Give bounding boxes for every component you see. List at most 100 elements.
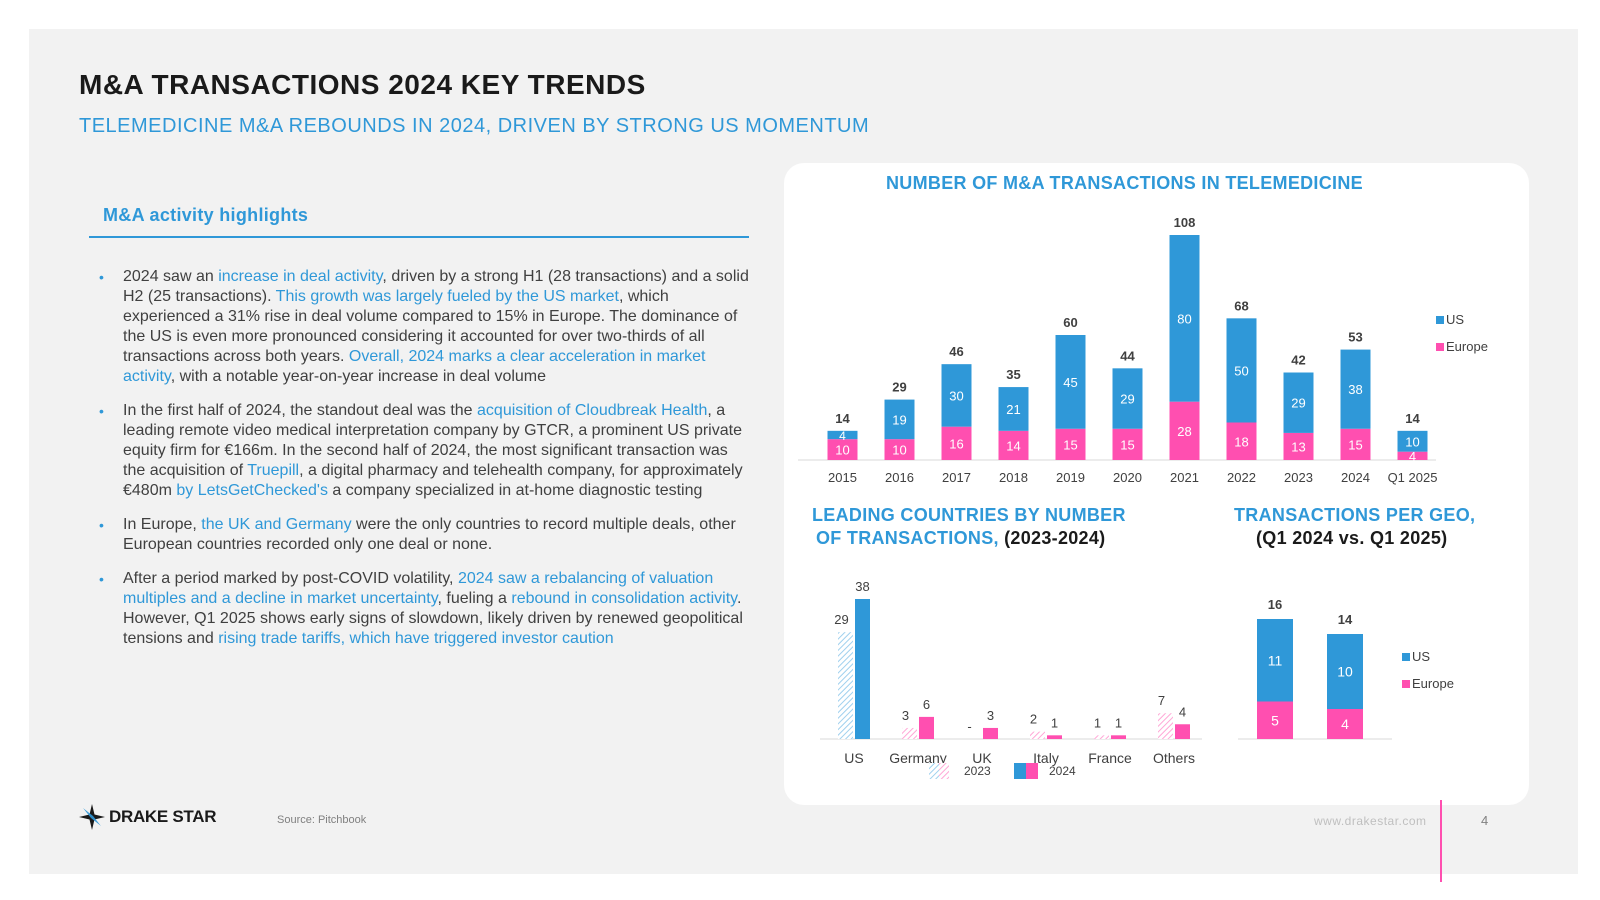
- data-label-2024: 1: [1051, 715, 1058, 730]
- bullet-text: , with a notable year-on-year increase i…: [170, 368, 547, 385]
- bar-europe: [1340, 428, 1371, 460]
- bar-us: [884, 399, 915, 440]
- data-label-europe: 14: [1006, 438, 1020, 453]
- x-tick-label: France: [1088, 750, 1132, 766]
- countries-chart-title-line2: OF TRANSACTIONS, (2023-2024): [816, 528, 1105, 549]
- bullet-text: After a period marked by post-COVID vola…: [123, 570, 458, 587]
- bullet-text: . However, Q1 2025 shows early signs of …: [123, 590, 743, 647]
- data-label-total: 53: [1348, 330, 1362, 345]
- bar-europe: [998, 430, 1029, 460]
- legend-label-europe: Europe: [1446, 339, 1488, 354]
- data-label-2024: 6: [923, 697, 930, 712]
- data-label-europe: 10: [892, 443, 906, 458]
- bar-2023: [1158, 713, 1173, 739]
- x-tick-label: 2022: [1227, 470, 1256, 485]
- legend-swatch-2024-b: [1026, 763, 1038, 779]
- geo-chart-title-line1: TRANSACTIONS PER GEO,: [1234, 505, 1476, 525]
- data-label-total: 46: [949, 344, 963, 359]
- x-tick-label: Q1 2025: [1388, 470, 1438, 485]
- data-label-europe: 15: [1348, 437, 1362, 452]
- x-tick-label: Q1 2024: [1250, 749, 1300, 751]
- bullet-text: In Europe,: [123, 516, 202, 533]
- data-label-us: 21: [1006, 402, 1020, 417]
- data-label-2023: 1: [1094, 715, 1101, 730]
- x-tick-label: 2024: [1341, 470, 1370, 485]
- x-tick-label: 2020: [1113, 470, 1142, 485]
- logo-text: DRAKE STAR: [109, 807, 217, 826]
- bar-us: [941, 364, 972, 427]
- bullet-highlight-text: increase in deal activity: [218, 268, 383, 285]
- countries-chart-title-main: OF TRANSACTIONS,: [816, 528, 999, 548]
- data-label-2023: 29: [834, 612, 848, 627]
- data-label-europe: 16: [949, 436, 963, 451]
- bar-europe: [1055, 428, 1086, 460]
- data-label-europe: 15: [1120, 437, 1134, 452]
- data-label-europe: 4: [1341, 716, 1349, 732]
- bullet-highlight-text: 2024 saw a rebalancing of valuation mult…: [123, 570, 714, 607]
- geo-chart-title-line2: (Q1 2024 vs. Q1 2025): [1256, 528, 1448, 548]
- data-label-us: 10: [1337, 664, 1353, 680]
- data-label-us: 50: [1234, 363, 1248, 378]
- data-label-2023: 2: [1030, 712, 1037, 727]
- data-label-us: 10: [1405, 434, 1419, 449]
- legend-swatch-2023-b: [939, 763, 949, 779]
- bar-2024: [919, 716, 934, 739]
- data-label-total: 68: [1234, 298, 1248, 313]
- page-number: 4: [1481, 813, 1489, 828]
- bar-us: [1226, 318, 1257, 423]
- data-label-europe: 28: [1177, 424, 1191, 439]
- data-label-total: 60: [1063, 315, 1077, 330]
- main-chart: 1041420151019292016163046201714213520181…: [798, 215, 1488, 485]
- data-label-europe: 15: [1063, 437, 1077, 452]
- x-tick-label: 2019: [1056, 470, 1085, 485]
- bullet-text: , which experienced a 31% rise in deal v…: [123, 288, 738, 365]
- data-label-total: 29: [892, 380, 906, 395]
- x-tick-label: US: [844, 750, 863, 766]
- legend-swatch-us: [1436, 316, 1444, 324]
- x-tick-label: Others: [1153, 750, 1195, 766]
- bar-us: [1055, 335, 1086, 429]
- highlight-bullet: • After a period marked by post-COVID vol…: [99, 569, 749, 649]
- data-label-europe: 18: [1234, 434, 1248, 449]
- bar-us: [827, 430, 858, 440]
- bar-europe: [1327, 709, 1363, 739]
- data-label-europe: 10: [835, 443, 849, 458]
- bar-us: [1283, 372, 1314, 433]
- bullet-highlight-text: This growth was largely fueled by the US…: [275, 288, 619, 305]
- bullet-text: , a leading remote video medical interpr…: [123, 402, 742, 479]
- bullet-text: In the first half of 2024, the standout …: [123, 402, 478, 419]
- star-logo-icon: [79, 804, 105, 830]
- slide: M&A TRANSACTIONS 2024 KEY TRENDS TELEMED…: [29, 29, 1578, 874]
- data-label-us: 29: [1291, 396, 1305, 411]
- data-label-europe: 4: [1409, 449, 1416, 464]
- bullet-highlight-text: the UK and Germany: [201, 516, 352, 533]
- bullet-dot: •: [99, 571, 104, 587]
- bullet-highlight-text: rising trade tariffs, which have trigger…: [218, 630, 614, 647]
- bullet-text: , driven by a strong H1 (28 transactions…: [123, 268, 749, 305]
- bullet-text: 2024 saw an: [123, 268, 219, 285]
- bullet-text: , fueling a: [437, 590, 512, 607]
- data-label-total: 14: [835, 411, 850, 426]
- data-label-us: 38: [1348, 382, 1362, 397]
- drake-star-logo: DRAKE STAR: [79, 804, 216, 830]
- bar-us: [1340, 349, 1371, 429]
- main-chart-title: NUMBER OF M&A TRANSACTIONS IN TELEMEDICI…: [886, 173, 1363, 193]
- data-label-us: 80: [1177, 311, 1191, 326]
- legend-label-us: US: [1412, 649, 1430, 664]
- bar-europe: [941, 426, 972, 460]
- highlight-bullet: • 2024 saw an increase in deal activity, …: [99, 267, 749, 387]
- legend-label-2024: 2024: [1049, 764, 1076, 778]
- bullet-highlight-text: by LetsGetChecked's: [176, 482, 328, 499]
- bullet-text: , a digital pharmacy and telehealth comp…: [123, 462, 743, 499]
- data-label-us: 11: [1268, 652, 1283, 668]
- bar-europe: [827, 439, 858, 460]
- legend-swatch-europe: [1436, 343, 1444, 351]
- x-tick-label: 2021: [1170, 470, 1199, 485]
- data-label-total: 108: [1174, 215, 1196, 230]
- website-link[interactable]: www.drakestar.com: [1314, 814, 1427, 828]
- highlights-divider: [89, 236, 749, 238]
- data-label-us: 45: [1063, 375, 1077, 390]
- legend-swatch-europe: [1402, 680, 1410, 688]
- x-tick-label: 2017: [942, 470, 971, 485]
